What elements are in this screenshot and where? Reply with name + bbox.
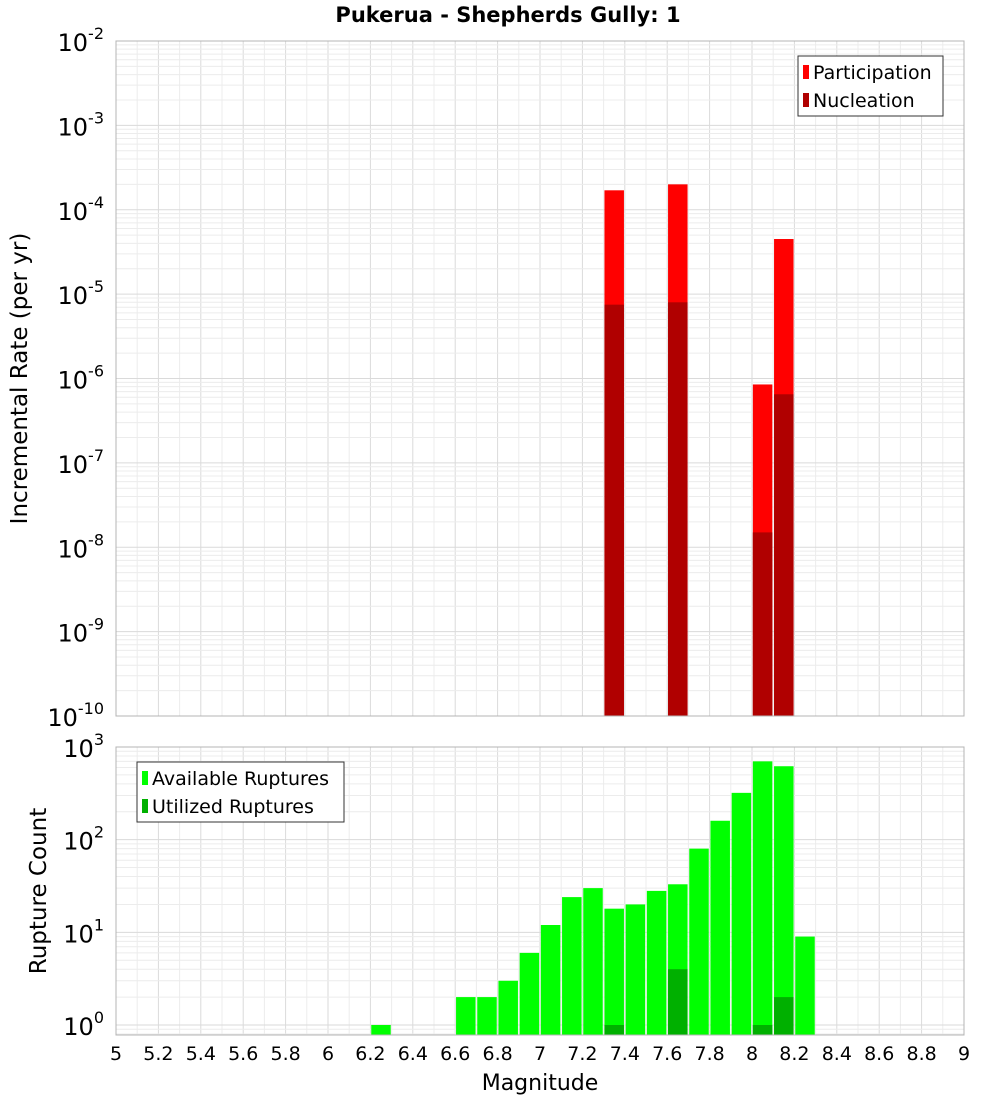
x-tick-label: 5.2 [143,1043,173,1065]
legend-label: Utilized Ruptures [152,796,314,818]
x-tick-label: 8.8 [906,1043,936,1065]
x-tick-label: 8.2 [779,1043,809,1065]
legend-swatch-participation [803,65,809,79]
x-tick-label: 8 [746,1043,758,1065]
rate-panel: 10-10 10-9 10-8 10-7 10-6 10-5 10-4 10-3 10-2 Inc… [7,24,965,732]
bar-available-ruptures [625,904,646,1035]
legend-label: Available Ruptures [152,768,329,790]
x-tick-label: 5 [110,1043,122,1065]
x-tick-label: 8.6 [864,1043,894,1065]
x-tick-label: 7.8 [694,1043,724,1065]
bar-available-ruptures [689,848,709,1035]
plot-frame [115,40,965,717]
overlay-bar-nucleation [752,532,773,716]
legend-swatch-available-ruptures [142,771,148,785]
bar-available-ruptures [371,1025,391,1035]
bar-available-ruptures [562,897,582,1035]
overlay-bar-utilized-ruptures [774,997,794,1035]
legend-label: Participation [813,62,932,84]
y-tick-label: 103 [63,730,104,763]
bar-available-ruptures [646,890,667,1035]
x-tick-label: 5.6 [228,1043,258,1065]
overlay-bar-utilized-ruptures [604,1025,624,1035]
x-tick-label: 7.4 [610,1043,640,1065]
legend-swatch-nucleation [803,93,809,107]
legend-swatch-utilized-ruptures [142,799,148,813]
y-tick-label: 100 [63,1008,104,1041]
overlay-bar-utilized-ruptures [668,969,688,1035]
overlay-bar-utilized-ruptures [752,1025,773,1035]
chart-title: Pukerua - Shepherds Gully: 1 [335,3,680,27]
bar-available-ruptures [604,908,624,1035]
overlay-bar-nucleation [604,304,624,716]
x-tick-label: 6 [322,1043,334,1065]
x-tick-label: 6.6 [440,1043,470,1065]
x-tick-label: 6.8 [482,1043,512,1065]
bar-available-ruptures [456,997,476,1035]
y-tick-label: 101 [63,915,104,948]
y-tick-label: 102 [63,823,104,856]
bar-available-ruptures [477,997,497,1035]
legend-box [797,55,944,117]
bar-available-ruptures [731,792,752,1035]
y-tick-label: 10-5 [58,277,105,310]
y-axis-label: Incremental Rate (per yr) [7,233,33,525]
y-tick-label: 10-2 [58,24,105,57]
y-tick-label: 10-6 [58,362,105,395]
bar-available-ruptures [540,924,561,1035]
legend-box [136,761,345,823]
x-tick-label: 5.4 [186,1043,216,1065]
overlay-bar-nucleation [774,394,794,716]
overlay-bar-nucleation [668,302,688,716]
x-tick-label: 7.6 [652,1043,682,1065]
bar-available-ruptures [583,888,603,1035]
y-tick-label: 10-8 [58,530,105,563]
x-axis-label: Magnitude [482,1071,599,1096]
x-tick-label: 7 [534,1043,546,1065]
bar-available-ruptures [795,936,815,1035]
x-tick-label: 8.4 [822,1043,852,1065]
x-tick-label: 6.2 [355,1043,385,1065]
x-tick-label: 6.4 [398,1043,428,1065]
bar-available-ruptures [710,820,730,1035]
bar-available-ruptures [774,766,794,1035]
y-axis-label: Rupture Count [26,808,52,974]
x-tick-label: 7.2 [567,1043,597,1065]
y-tick-label: 10-7 [58,446,105,479]
x-tick-label: 5.8 [270,1043,300,1065]
x-tick-label: 9 [958,1043,970,1065]
legend-label: Nucleation [813,90,915,112]
bar-available-ruptures [498,980,518,1035]
bar-available-ruptures [519,952,540,1035]
bar-available-ruptures [752,761,773,1035]
plot-frame [115,746,965,1036]
y-tick-label: 10-9 [58,615,105,648]
y-tick-label: 10-4 [58,193,105,226]
y-tick-label: 10-10 [47,699,104,732]
y-tick-label: 10-3 [58,108,105,141]
